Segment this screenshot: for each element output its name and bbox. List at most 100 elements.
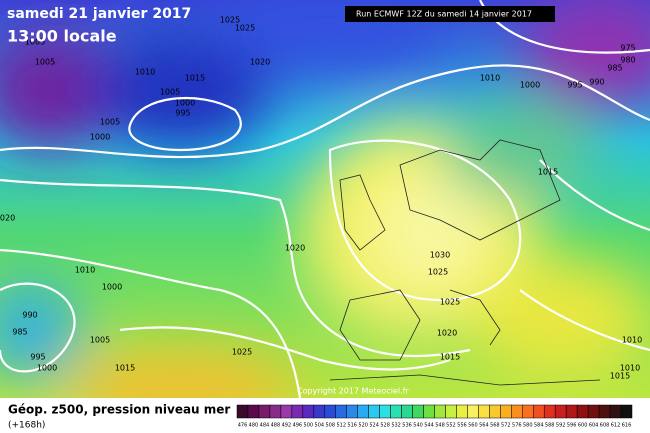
scale-label: 536 (402, 423, 412, 429)
isobar-label: 995 (567, 81, 582, 90)
run-info: Run ECMWF 12Z du samedi 14 janvier 2017 (356, 10, 532, 19)
scale-label: 480 (249, 423, 259, 429)
scale-swatch (478, 404, 490, 419)
scale-label: 572 (501, 423, 511, 429)
scale-label: 564 (479, 423, 489, 429)
scale-swatch (313, 404, 326, 419)
scale-label: 528 (380, 423, 390, 429)
isobar-label: 985 (607, 64, 622, 73)
isobar-label: 1015 (115, 364, 135, 373)
scale-label: 592 (556, 423, 566, 429)
footer-title: Géop. z500, pression niveau mer (8, 403, 230, 417)
scale-swatch (511, 404, 523, 419)
scale-label: 544 (424, 423, 434, 429)
isobar-label: 1005 (25, 38, 45, 47)
isobar-label: 1010 (620, 364, 640, 373)
scale-label: 484 (260, 423, 270, 429)
scale-swatch (456, 404, 468, 419)
isobar-label: 1020 (285, 244, 305, 253)
isobar-label: 1000 (102, 283, 122, 292)
scale-label: 556 (457, 423, 467, 429)
scale-swatch (401, 404, 413, 419)
scale-swatch (522, 404, 534, 419)
scale-label: 608 (600, 423, 610, 429)
scale-swatch (489, 404, 501, 419)
scale-swatch (324, 404, 336, 419)
isobar-label: 1010 (622, 336, 642, 345)
isobar-label: 1015 (185, 74, 205, 83)
isobar-label: 1005 (35, 58, 55, 67)
color-scale: 476 480 484 488 492 496 500 504 508 512 516 520 524 5… (236, 404, 633, 429)
scale-swatch (379, 404, 391, 419)
scale-label: 548 (435, 423, 445, 429)
isobar-label: 1015 (440, 353, 460, 362)
scale-swatch (335, 404, 347, 419)
scale-label: 612 (611, 423, 621, 429)
scale-label: 476 (238, 423, 248, 429)
scale-swatch (434, 404, 446, 419)
scale-swatch (247, 404, 260, 419)
coastlines (329, 139, 601, 386)
map-date: samedi 21 janvier 2017 (7, 6, 191, 22)
isobar-label: 1025 (232, 348, 252, 357)
isobar-label: 1005 (160, 88, 180, 97)
scale-swatch (609, 404, 622, 419)
scale-swatch (533, 404, 545, 419)
isobar-label: 1000 (90, 133, 110, 142)
scale-swatch (258, 404, 271, 419)
scale-swatch (346, 404, 358, 419)
isobar-label: 1015 (610, 372, 630, 381)
isobar-labels: 1025102510051005101010151020100510009951… (0, 16, 642, 381)
copyright: Copyright 2017 Meteociel.fr (297, 387, 409, 396)
scale-label: 600 (578, 423, 588, 429)
isobar-label: 1015 (538, 168, 558, 177)
scale-label: 576 (512, 423, 522, 429)
isobar-label: 1025 (440, 298, 460, 307)
scale-swatch (412, 404, 424, 419)
map-time: 13:00 locale (7, 27, 117, 46)
scale-swatch (554, 404, 567, 419)
scale-swatch (467, 404, 479, 419)
scale-label: 508 (325, 423, 335, 429)
isobar-label: 995 (30, 353, 45, 362)
scale-label: 540 (413, 423, 423, 429)
scale-swatch (445, 404, 457, 419)
scale-swatch (587, 404, 600, 419)
scale-swatch (302, 404, 315, 419)
isobar-label: 1005 (90, 336, 110, 345)
isobar-label: 985 (12, 328, 27, 337)
scale-label: 596 (567, 423, 577, 429)
scale-label: 516 (347, 423, 357, 429)
isobar-label: 990 (589, 78, 604, 87)
isobar-label: 1020 (250, 58, 270, 67)
scale-label: 488 (271, 423, 281, 429)
isobar-label: 980 (620, 56, 635, 65)
isobar-label: 1010 (135, 68, 155, 77)
scale-swatch (269, 404, 282, 419)
isobars (0, 0, 650, 398)
scale-label: 500 (304, 423, 314, 429)
isobar-label: 1000 (520, 81, 540, 90)
scale-label: 512 (336, 423, 346, 429)
footer-lead: (+168h) (8, 421, 45, 431)
scale-label: 520 (358, 423, 368, 429)
scale-label: 552 (446, 423, 456, 429)
isobar-label: 1000 (37, 364, 57, 373)
scale-swatch (390, 404, 402, 419)
scale-label: 492 (282, 423, 292, 429)
scale-swatch (280, 404, 293, 419)
isobar-label: 1030 (430, 251, 450, 260)
scale-label: 504 (315, 423, 325, 429)
scale-swatch (357, 404, 369, 419)
scale-swatch (598, 404, 611, 419)
scale-swatch (620, 404, 633, 419)
scale-label: 524 (369, 423, 379, 429)
scale-label: 584 (534, 423, 544, 429)
scale-label: 532 (391, 423, 401, 429)
isobar-label: 1025 (220, 16, 240, 25)
isobar-label: 1025 (428, 268, 448, 277)
isobar-label: 975 (620, 44, 635, 53)
